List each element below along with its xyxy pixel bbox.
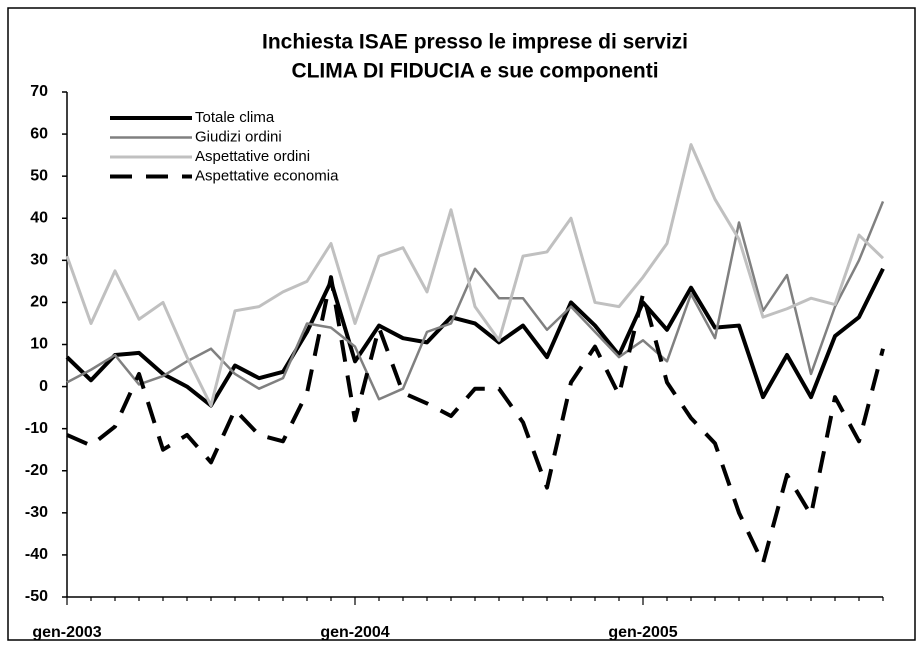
y-tick-label: 70 [30, 83, 48, 100]
legend-label: Aspettative ordini [195, 148, 310, 165]
y-tick-label: 60 [30, 125, 48, 142]
y-tick-label: -30 [25, 504, 48, 521]
x-tick-label: gen-2003 [32, 624, 101, 641]
y-tick-label: -20 [25, 462, 48, 479]
y-tick-label: 50 [30, 167, 48, 184]
y-tick-label: 20 [30, 294, 48, 311]
y-tick-label: 30 [30, 252, 48, 269]
y-tick-label: 10 [30, 336, 48, 353]
series-line [65, 143, 885, 408]
series-line [66, 200, 885, 401]
chart-frame [7, 7, 916, 641]
chart-subtitle: CLIMA DI FIDUCIA e sue componenti [291, 60, 658, 83]
y-tick-label: -40 [25, 546, 48, 563]
legend-label: Totale clima [195, 109, 275, 126]
x-tick-label: gen-2004 [320, 624, 389, 641]
y-tick-label: 0 [39, 378, 48, 395]
legend-label: Giudizi ordini [195, 128, 282, 145]
series-line [65, 267, 885, 408]
legend-label: Aspettative economia [195, 167, 339, 184]
y-tick-label: -10 [25, 420, 48, 437]
x-tick-label: gen-2005 [608, 624, 677, 641]
series-line [66, 275, 885, 566]
y-tick-label: -50 [25, 588, 48, 605]
chart-title: Inchiesta ISAE presso le imprese di serv… [262, 31, 688, 54]
y-tick-label: 40 [30, 209, 48, 226]
